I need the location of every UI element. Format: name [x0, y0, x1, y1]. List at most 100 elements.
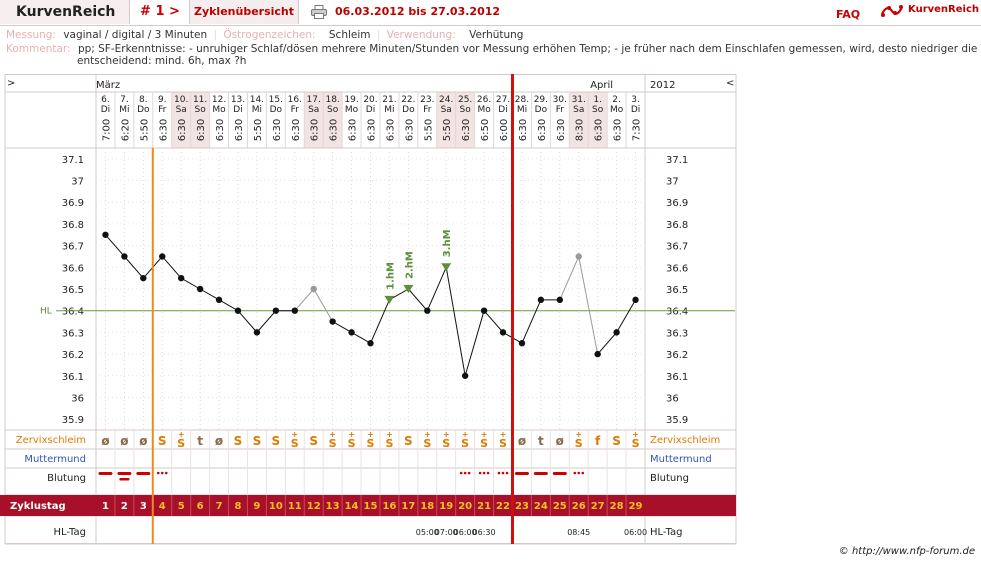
info-line-comment-2: entscheidend: mind. 6h, max ?h: [77, 55, 246, 67]
temp-point: [177, 274, 185, 282]
time-label: 6:30: [613, 119, 624, 141]
weekday-label: Fr: [423, 105, 432, 115]
faq-link[interactable]: FAQ: [836, 8, 861, 21]
y-tick-right: 36.5: [666, 285, 688, 296]
time-label: 8:30: [575, 119, 586, 141]
y-tick-left: 37: [71, 177, 84, 188]
cervix-plus: +: [386, 430, 393, 439]
bleeding-row-label-right: Blutung: [650, 473, 689, 484]
print-icon[interactable]: [311, 5, 327, 19]
y-tick-right: 36.4: [666, 307, 688, 318]
temp-line-segment: [445, 267, 466, 376]
cycle-day-label: Zyklustag: [10, 501, 66, 512]
estrogen-value: Schleim: [328, 29, 371, 41]
date-label: 23.: [420, 95, 434, 105]
y-tick-right: 36.7: [666, 242, 688, 253]
time-label: 5:50: [423, 119, 434, 141]
temp-point: [102, 231, 109, 238]
cycle-day-number: 19: [439, 501, 453, 512]
cycle-day-number: 10: [269, 501, 283, 512]
time-label: 6:30: [404, 119, 415, 141]
hl-day-time: 06:00: [624, 528, 647, 537]
time-label: 5:50: [139, 119, 150, 141]
temp-line-segment: [161, 256, 182, 279]
bleeding-heavy-mark: [98, 472, 113, 475]
temp-point: [215, 296, 223, 304]
logo-text[interactable]: KurvenReich: [908, 4, 980, 15]
date-label: 16.: [288, 95, 302, 105]
weekday-label: Mi: [252, 105, 262, 115]
cycle-day-number: 18: [420, 501, 434, 512]
time-label: 6:30: [177, 119, 188, 141]
date-label: 13.: [231, 95, 245, 105]
cycle-selector[interactable]: # 1 >: [131, 0, 190, 24]
date-label: 3.: [631, 95, 640, 105]
cycle-overview-tab[interactable]: Zyklenübersicht: [190, 0, 299, 24]
time-label: 6:30: [158, 119, 169, 141]
temp-point: [461, 372, 469, 379]
time-label: 6:30: [348, 119, 359, 141]
kurvenreich-logo-icon[interactable]: [880, 2, 904, 20]
y-tick-right: 36.2: [666, 350, 688, 361]
weekday-label: Mo: [212, 105, 226, 115]
weekday-label: So: [460, 105, 472, 115]
weekday-label: Di: [498, 105, 507, 115]
cycle-day-number: 1: [102, 501, 109, 512]
cervix-plus: +: [500, 430, 507, 439]
cervix-symbol: S: [329, 437, 337, 450]
hm-label: 1.hM: [385, 262, 396, 290]
bleeding-light-mark: [164, 471, 168, 475]
date-label: 29.: [534, 95, 548, 105]
bleeding-light-mark: [156, 471, 160, 475]
brand-title[interactable]: KurvenReich: [0, 0, 130, 24]
cycle-day-number: 17: [401, 501, 415, 512]
time-label: 6:30: [537, 119, 548, 141]
comment-line-2: entscheidend: mind. 6h, max ?h: [77, 55, 247, 67]
y-tick-right: 37: [666, 177, 679, 188]
bleeding-light-mark: [501, 471, 505, 475]
cervix-plus: +: [367, 430, 374, 439]
cervix-row-label: Zervixschleim: [16, 435, 86, 446]
cervix-symbol: S: [442, 437, 450, 450]
time-label: 6:30: [310, 119, 321, 141]
y-tick-right: 36.1: [666, 372, 688, 383]
y-tick-left: 36.6: [62, 263, 84, 274]
time-label: 6:30: [461, 119, 472, 141]
date-label: 22.: [401, 95, 415, 105]
y-tick-left: 36.5: [62, 285, 84, 296]
temp-point: [613, 329, 620, 336]
weekday-label: Do: [535, 105, 548, 115]
weekday-label: So: [195, 105, 207, 115]
weekend-shade: [304, 92, 324, 148]
temp-line-segment: [294, 288, 315, 312]
weekday-label: Fr: [291, 105, 300, 115]
cycle-day-number: 12: [307, 501, 321, 512]
temp-point: [348, 329, 355, 336]
time-label: 6:20: [120, 119, 131, 141]
weekday-label: Mo: [477, 105, 491, 115]
cycle-day-number: 9: [253, 501, 260, 512]
cervix-symbol: t: [197, 434, 203, 448]
y-tick-left: 36.1: [62, 372, 84, 383]
hl-day-time: 06:30: [473, 528, 496, 537]
higher-measurement-marker: [441, 263, 452, 272]
month-label: März: [96, 80, 120, 91]
cycle-day-number: 14: [345, 501, 359, 512]
time-label: 6:30: [272, 119, 283, 141]
temp-line-segment: [578, 256, 599, 355]
cycle-day-number: 16: [382, 501, 396, 512]
cervix-symbol: S: [291, 437, 299, 450]
info-line-comment: Kommentar: pp; SF-Erkenntnisse: - unruhi…: [6, 43, 981, 55]
bleeding-light-mark: [160, 471, 164, 475]
weekday-label: Sa: [441, 105, 452, 115]
y-tick-left: 36.7: [62, 242, 84, 253]
weekday-label: So: [327, 105, 339, 115]
y-tick-right: 36.6: [666, 263, 688, 274]
cervix-symbol: S: [612, 434, 621, 448]
hl-day-time: 05:00: [416, 528, 439, 537]
estrogen-key: Östrogenzeichen:: [223, 29, 316, 41]
bleeding-row-label: Blutung: [47, 473, 86, 484]
cycle-day-number: 8: [234, 501, 241, 512]
date-label: 12.: [212, 95, 226, 105]
date-label: 8.: [139, 95, 148, 105]
